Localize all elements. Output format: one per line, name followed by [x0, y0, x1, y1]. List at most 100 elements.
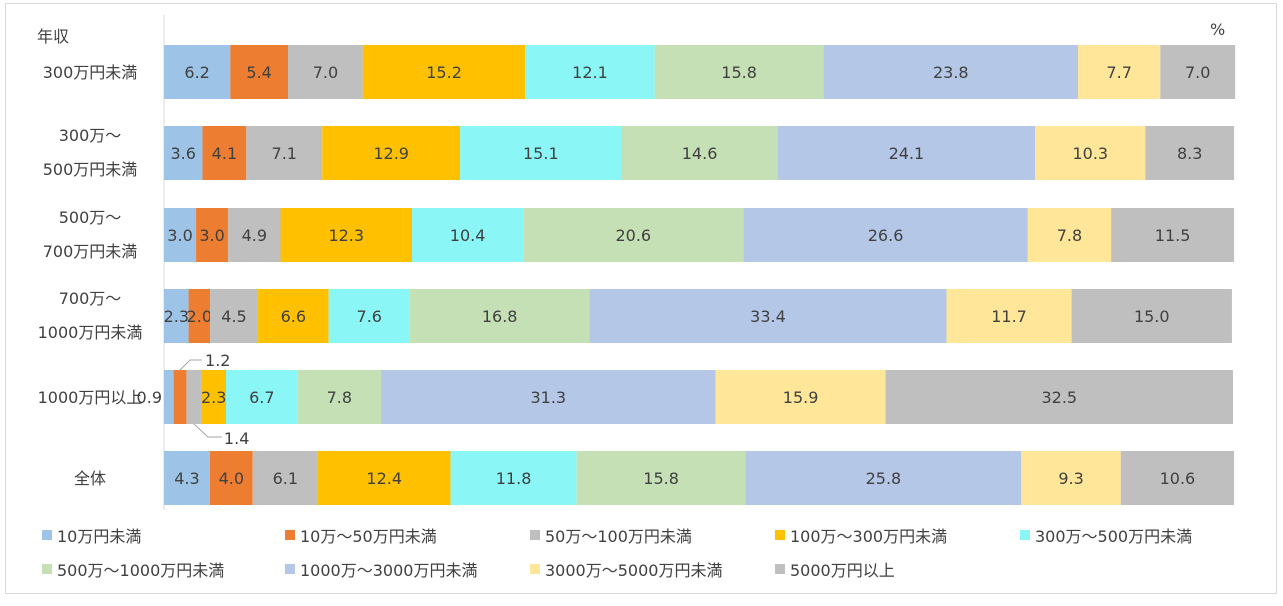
bar-segment [328, 289, 410, 343]
bar-segment [743, 208, 1028, 262]
bar-segment [173, 370, 187, 424]
bar-segment [230, 45, 289, 99]
data-label: 1.4 [224, 429, 249, 448]
legend-swatch [285, 530, 295, 540]
legend-label: 100万～300万円未満 [790, 527, 948, 546]
legend-swatch [285, 564, 295, 574]
legend-swatch [1020, 530, 1030, 540]
legend-item: 300万～500万円未満 [1020, 523, 1192, 547]
data-label: 25.8 [866, 469, 902, 488]
legend-swatch [42, 564, 52, 574]
data-label: 7.7 [1106, 63, 1131, 82]
legend-item: 1000万～3000万円未満 [285, 557, 477, 581]
bar-segment [715, 370, 886, 424]
legend-label: 50万～100万円未満 [545, 527, 692, 546]
leader-line [179, 359, 203, 371]
category-label: 300万円未満 [43, 63, 138, 82]
bar-segment [946, 289, 1072, 343]
bar-segment [280, 208, 413, 262]
bar-segment [196, 208, 229, 262]
data-label: 2.3 [164, 307, 189, 326]
data-label: 32.5 [1041, 388, 1077, 407]
bar-segment [186, 370, 202, 424]
leader-line [193, 423, 222, 438]
bar-segment [589, 289, 947, 343]
data-label: 4.5 [221, 307, 246, 326]
data-label: 5.4 [246, 63, 271, 82]
bar-segment [164, 208, 197, 262]
bar-segment [525, 45, 655, 99]
bar-segment [164, 451, 210, 505]
data-label: 3.0 [167, 226, 192, 245]
data-label: 16.8 [482, 307, 518, 326]
data-label: 23.8 [933, 63, 969, 82]
legend-swatch [530, 564, 540, 574]
data-label: 11.5 [1155, 226, 1191, 245]
data-label: 15.1 [523, 144, 559, 163]
data-label: 7.6 [357, 307, 382, 326]
bar-segment [164, 370, 174, 424]
bar-segment [409, 289, 590, 343]
data-label: 6.1 [273, 469, 298, 488]
bar-segment [164, 289, 189, 343]
data-label: 15.0 [1134, 307, 1170, 326]
legend-swatch [775, 530, 785, 540]
bar-segment [1027, 208, 1112, 262]
bar-segment [297, 370, 382, 424]
data-label: 6.2 [184, 63, 209, 82]
bar-segment [246, 126, 323, 180]
data-label: 10.4 [450, 226, 486, 245]
data-label: 0.9 [137, 388, 162, 407]
bar-segment [777, 126, 1036, 180]
legend-item: 10万～50万円未満 [285, 523, 437, 547]
data-label: 11.7 [991, 307, 1027, 326]
unit-label: % [1210, 20, 1225, 39]
bar-segment [317, 451, 451, 505]
bar-segment [460, 126, 622, 180]
bar-segment [1021, 451, 1121, 505]
data-label: 4.1 [212, 144, 237, 163]
data-label: 15.9 [783, 388, 819, 407]
category-label: 700万～ 1000万円未満 [38, 289, 143, 342]
bar-segment [823, 45, 1078, 99]
data-label: 12.9 [373, 144, 409, 163]
legend-swatch [530, 530, 540, 540]
chart-frame [5, 3, 1277, 594]
legend-item: 10万円未満 [42, 523, 141, 547]
data-label: 7.8 [1057, 226, 1082, 245]
data-label: 7.0 [1185, 63, 1210, 82]
data-label: 9.3 [1058, 469, 1083, 488]
data-label: 12.3 [328, 226, 364, 245]
category-label: 300万～ 500万円未満 [43, 126, 138, 179]
data-label: 20.6 [615, 226, 651, 245]
bar-segment [1145, 126, 1235, 180]
data-label: 4.3 [174, 469, 199, 488]
bar-segment [576, 451, 746, 505]
data-label: 2.0 [187, 307, 212, 326]
data-label: 10.3 [1072, 144, 1108, 163]
bar-segment [228, 208, 281, 262]
legend-label: 10万～50万円未満 [300, 527, 437, 546]
y-axis-title: 年収 [37, 27, 69, 46]
data-label: 15.8 [721, 63, 757, 82]
data-label: 24.1 [889, 144, 925, 163]
bar-segment [1071, 289, 1232, 343]
legend-label: 10万円未満 [57, 527, 142, 546]
legend-item: 3000万～5000万円未満 [530, 557, 722, 581]
legend-label: 500万～1000万円未満 [57, 561, 225, 580]
category-label: 全体 [74, 469, 106, 488]
category-label: 1000万円以上 [38, 388, 143, 407]
bar-segment [523, 208, 744, 262]
bar-segment [1120, 451, 1235, 505]
bar-segment [1077, 45, 1161, 99]
bar-segment [381, 370, 716, 424]
data-label: 15.2 [426, 63, 462, 82]
bar-segment [188, 289, 210, 343]
bar-segment [252, 451, 318, 505]
bar-segment [258, 289, 329, 343]
data-label: 2.3 [201, 388, 226, 407]
bar-segment [1160, 45, 1236, 99]
bar-segment [322, 126, 461, 180]
data-label: 10.6 [1160, 469, 1196, 488]
